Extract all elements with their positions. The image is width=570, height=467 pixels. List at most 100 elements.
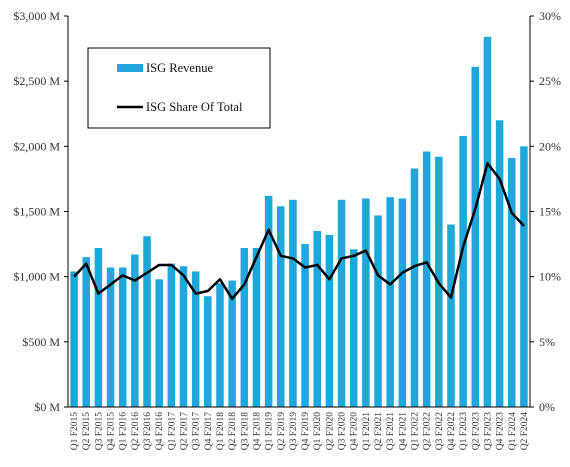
revenue-bar bbox=[143, 236, 151, 407]
x-tick-label: Q2 F2017 bbox=[180, 412, 190, 451]
revenue-bar bbox=[495, 120, 504, 408]
x-axis-ticks: Q1 F2015 Q2 F2015 Q3 F2015 Q4 F2015 Q1 F2016… bbox=[70, 412, 530, 451]
x-tick-label: Q1 F2017 bbox=[167, 412, 177, 451]
right-tick-label: 25% bbox=[539, 74, 561, 88]
revenue-bar bbox=[204, 296, 212, 407]
x-tick-label: Q1 F2023 bbox=[459, 412, 469, 451]
revenue-bar bbox=[410, 168, 419, 407]
left-tick-label: $1,500 M bbox=[13, 205, 60, 219]
x-tick-label: Q4 F2022 bbox=[447, 412, 457, 451]
x-tick-label: Q3 F2016 bbox=[143, 412, 153, 451]
revenue-bar bbox=[155, 279, 163, 407]
revenue-bar bbox=[82, 257, 91, 407]
x-tick-label: Q4 F2020 bbox=[350, 412, 360, 451]
revenue-bar bbox=[374, 215, 382, 407]
x-tick-label: Q1 F2019 bbox=[265, 412, 275, 451]
x-tick-label: Q2 F2024 bbox=[520, 412, 530, 451]
x-tick-label: Q1 F2016 bbox=[119, 412, 129, 451]
x-tick-label: Q3 F2020 bbox=[338, 412, 348, 451]
x-tick-label: Q1 F2021 bbox=[362, 412, 372, 451]
left-axis-ticks: $0 M $500 M $1,000 M $1,500 M $2,000 M $2,500… bbox=[13, 9, 68, 414]
left-tick-label: $3,000 M bbox=[13, 9, 60, 23]
revenue-bar bbox=[422, 151, 431, 407]
revenue-bar bbox=[386, 197, 394, 407]
legend-box bbox=[87, 47, 271, 129]
x-tick-label: Q2 F2016 bbox=[131, 412, 141, 451]
legend-label-revenue: ISG Revenue bbox=[146, 61, 213, 75]
revenue-bar bbox=[507, 158, 516, 407]
x-tick-label: Q4 F2019 bbox=[301, 412, 311, 451]
revenue-bar bbox=[447, 224, 455, 407]
x-tick-label: Q4 F2015 bbox=[107, 412, 117, 451]
x-tick-label: Q3 F2017 bbox=[192, 412, 202, 451]
revenue-bar bbox=[520, 146, 528, 407]
revenue-bar bbox=[191, 271, 200, 407]
revenue-bar bbox=[252, 247, 261, 407]
right-tick-label: 0% bbox=[539, 400, 555, 414]
revenue-bar bbox=[94, 247, 103, 407]
revenue-bar bbox=[459, 135, 467, 407]
left-tick-label: $500 M bbox=[22, 335, 60, 349]
revenue-bar bbox=[179, 266, 188, 407]
right-tick-label: 15% bbox=[539, 205, 561, 219]
revenue-bar bbox=[131, 254, 139, 407]
revenue-bar bbox=[264, 195, 273, 407]
right-tick-label: 10% bbox=[539, 270, 561, 284]
revenue-bar bbox=[118, 267, 127, 407]
x-tick-label: Q2 F2015 bbox=[82, 412, 92, 451]
x-tick-label: Q1 F2022 bbox=[411, 412, 421, 451]
x-tick-label: Q4 F2017 bbox=[204, 412, 214, 451]
right-axis-ticks: 0% 5% 10% 15% 20% 25% 30% bbox=[530, 9, 561, 414]
x-tick-label: Q3 F2022 bbox=[435, 412, 445, 451]
revenue-bar bbox=[276, 206, 285, 407]
x-tick-label: Q3 F2019 bbox=[289, 412, 299, 451]
revenue-bar bbox=[216, 283, 224, 407]
x-tick-label: Q2 F2023 bbox=[471, 412, 481, 451]
revenue-bar bbox=[471, 66, 480, 407]
revenue-bar bbox=[325, 234, 334, 407]
left-tick-label: $0 M bbox=[34, 400, 60, 414]
x-tick-label: Q4 F2016 bbox=[155, 412, 165, 451]
x-tick-label: Q3 F2015 bbox=[94, 412, 104, 451]
revenue-bar bbox=[362, 198, 370, 407]
revenue-bar bbox=[289, 199, 297, 407]
x-tick-label: Q1 F2015 bbox=[70, 412, 80, 451]
x-tick-label: Q4 F2021 bbox=[398, 412, 408, 451]
x-tick-label: Q2 F2019 bbox=[277, 412, 287, 451]
x-tick-label: Q2 F2018 bbox=[228, 412, 238, 451]
revenue-bar bbox=[106, 267, 115, 407]
revenue-bar bbox=[349, 249, 358, 407]
x-tick-label: Q1 F2024 bbox=[508, 412, 518, 451]
revenue-bar bbox=[337, 199, 346, 407]
share-line bbox=[73, 162, 525, 301]
revenue-bar bbox=[70, 271, 78, 407]
legend: ISG Revenue ISG Share Of Total bbox=[87, 47, 271, 129]
x-tick-label: Q2 F2021 bbox=[374, 412, 384, 451]
x-tick-label: Q3 F2018 bbox=[240, 412, 250, 451]
x-tick-label: Q2 F2020 bbox=[325, 412, 335, 451]
revenue-bar bbox=[228, 280, 236, 407]
revenue-bar bbox=[167, 263, 176, 407]
revenue-bar bbox=[483, 36, 492, 407]
right-tick-label: 30% bbox=[539, 9, 561, 23]
revenue-bar bbox=[240, 247, 249, 407]
x-tick-label: Q3 F2021 bbox=[386, 412, 396, 451]
revenue-bar bbox=[301, 244, 309, 407]
right-tick-label: 5% bbox=[539, 335, 555, 349]
legend-label-share: ISG Share Of Total bbox=[146, 100, 243, 114]
x-tick-label: Q4 F2023 bbox=[496, 412, 506, 451]
left-tick-label: $1,000 M bbox=[13, 270, 60, 284]
legend-swatch-revenue bbox=[117, 64, 143, 72]
x-tick-label: Q1 F2018 bbox=[216, 412, 226, 451]
left-tick-label: $2,000 M bbox=[13, 139, 60, 153]
x-tick-label: Q1 F2020 bbox=[313, 412, 323, 451]
revenue-bar bbox=[398, 198, 407, 407]
line-layer bbox=[73, 162, 525, 301]
x-tick-label: Q2 F2022 bbox=[423, 412, 433, 451]
left-tick-label: $2,500 M bbox=[13, 74, 60, 88]
revenue-bar bbox=[313, 231, 322, 407]
x-tick-label: Q3 F2023 bbox=[483, 412, 493, 451]
x-tick-label: Q4 F2018 bbox=[252, 412, 262, 451]
right-tick-label: 20% bbox=[539, 139, 561, 153]
